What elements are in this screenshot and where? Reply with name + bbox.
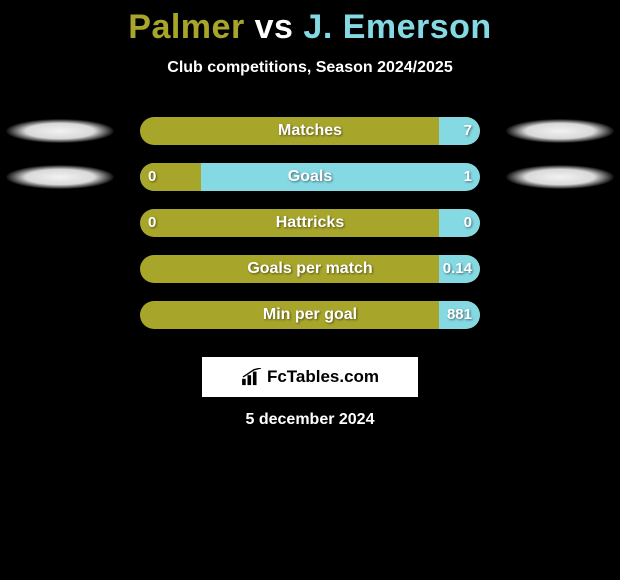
player1-name: Palmer [128, 8, 244, 46]
subtitle: Club competitions, Season 2024/2025 [0, 59, 620, 77]
stat-rows: 7Matches 01Goals 00Hattricks 0.14Goals per … [0, 117, 620, 347]
stat-bar: 0.14Goals per match [140, 255, 480, 283]
stat-row: 7Matches [0, 117, 620, 163]
stat-bar: 7Matches [140, 117, 480, 145]
comparison-card: Palmer vs J. Emerson Club competitions, … [0, 0, 620, 429]
bar-chart-icon [241, 368, 263, 386]
stat-row: 0.14Goals per match [0, 255, 620, 301]
brand-text: FcTables.com [267, 367, 379, 387]
stat-label: Hattricks [140, 209, 480, 237]
brand-label: FcTables.com [241, 367, 379, 387]
stat-label: Min per goal [140, 301, 480, 329]
stat-label: Matches [140, 117, 480, 145]
title: Palmer vs J. Emerson [0, 8, 620, 47]
stat-row: 881Min per goal [0, 301, 620, 347]
stat-bar: 01Goals [140, 163, 480, 191]
stat-bar: 00Hattricks [140, 209, 480, 237]
shadow-ellipse [6, 119, 114, 143]
stat-label: Goals [140, 163, 480, 191]
stat-bar: 881Min per goal [140, 301, 480, 329]
player2-name: J. Emerson [303, 8, 491, 46]
shadow-ellipse [6, 165, 114, 189]
stat-row: 00Hattricks [0, 209, 620, 255]
shadow-ellipse [506, 165, 614, 189]
vs-text: vs [255, 8, 294, 46]
shadow-ellipse [506, 119, 614, 143]
stat-row: 01Goals [0, 163, 620, 209]
stat-label: Goals per match [140, 255, 480, 283]
date-text: 5 december 2024 [0, 411, 620, 429]
brand-box[interactable]: FcTables.com [202, 357, 418, 397]
